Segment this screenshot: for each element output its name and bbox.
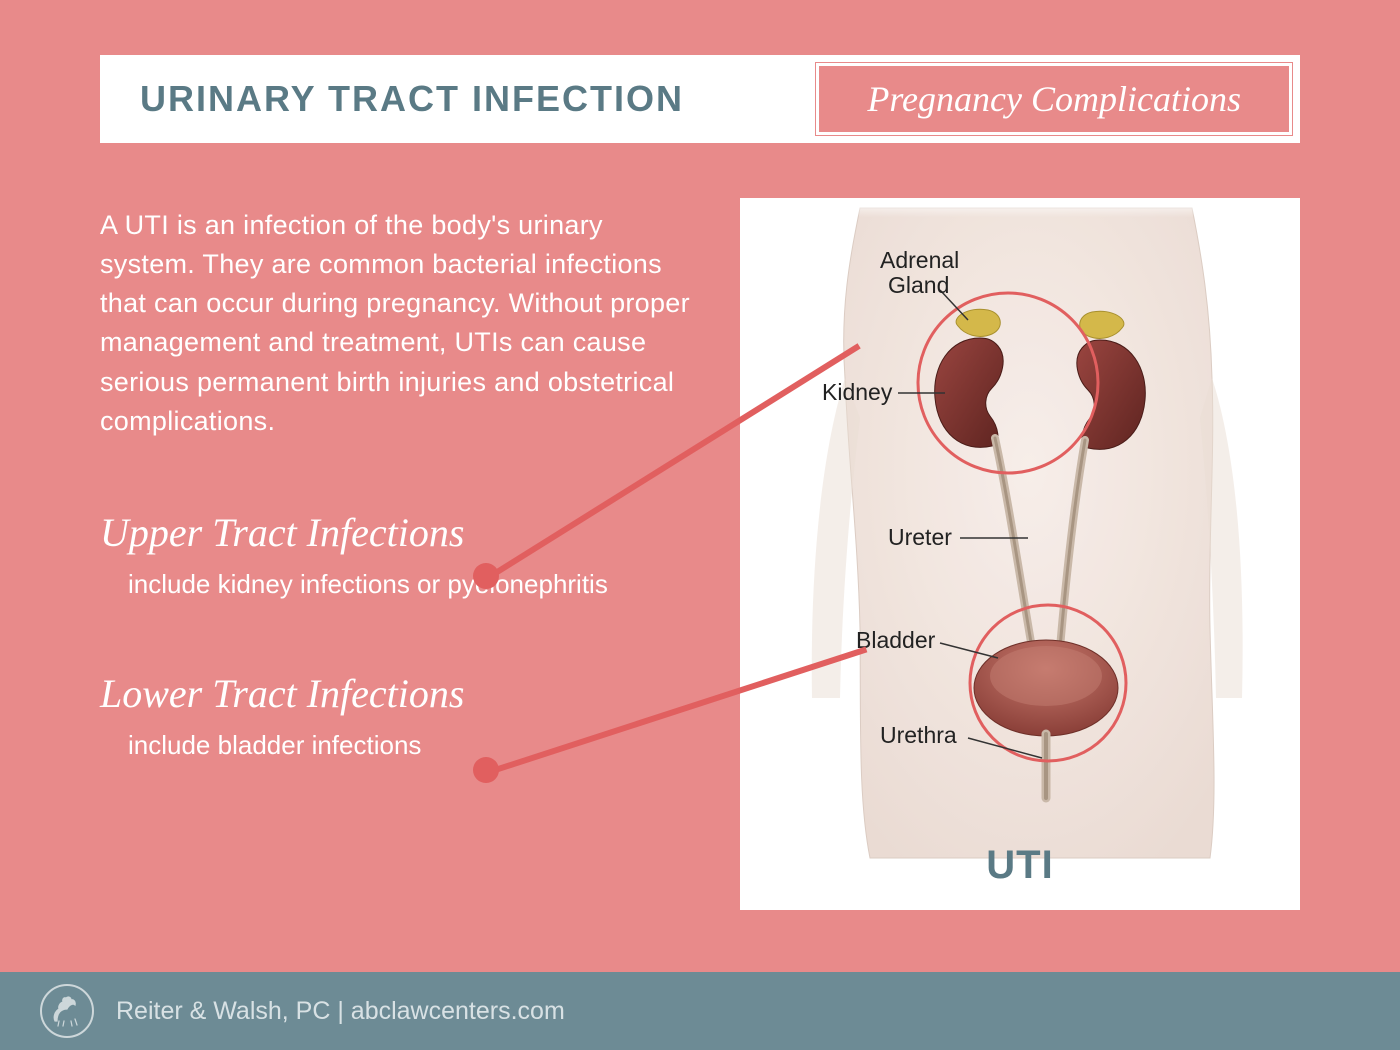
main-area: URINARY TRACT INFECTION Pregnancy Compli… — [0, 0, 1400, 972]
uti-bottom-label: UTI — [740, 843, 1300, 888]
content-row: A UTI is an infection of the body's urin… — [100, 198, 1300, 910]
upper-tract-section: Upper Tract Infections include kidney in… — [100, 509, 700, 602]
label-ureter: Ureter — [888, 524, 952, 550]
header-subtitle: Pregnancy Complications — [816, 63, 1292, 135]
footer-bar: Reiter & Walsh, PC | abclawcenters.com — [0, 972, 1400, 1050]
text-column: A UTI is an infection of the body's urin… — [100, 198, 700, 910]
anatomy-diagram-panel: Adrenal Gland Kidney Ureter Bladder Uret… — [740, 198, 1300, 910]
footer-text: Reiter & Walsh, PC | abclawcenters.com — [116, 997, 565, 1026]
anatomy-svg: Adrenal Gland Kidney Ureter Bladder Uret… — [740, 198, 1300, 910]
lower-tract-title: Lower Tract Infections — [100, 670, 700, 717]
lower-tract-section: Lower Tract Infections include bladder i… — [100, 670, 700, 763]
label-kidney: Kidney — [822, 379, 893, 405]
footer-logo-icon — [40, 984, 94, 1038]
label-urethra: Urethra — [880, 722, 957, 748]
header-bar: URINARY TRACT INFECTION Pregnancy Compli… — [100, 55, 1300, 143]
label-bladder: Bladder — [856, 627, 936, 653]
upper-tract-title: Upper Tract Infections — [100, 509, 700, 556]
upper-callout-dot — [473, 563, 499, 589]
lower-callout-dot — [473, 757, 499, 783]
infographic-container: URINARY TRACT INFECTION Pregnancy Compli… — [0, 0, 1400, 1050]
intro-paragraph: A UTI is an infection of the body's urin… — [100, 206, 700, 441]
header-title: URINARY TRACT INFECTION — [140, 63, 816, 135]
upper-tract-body: include kidney infections or pyelonephri… — [100, 566, 700, 602]
